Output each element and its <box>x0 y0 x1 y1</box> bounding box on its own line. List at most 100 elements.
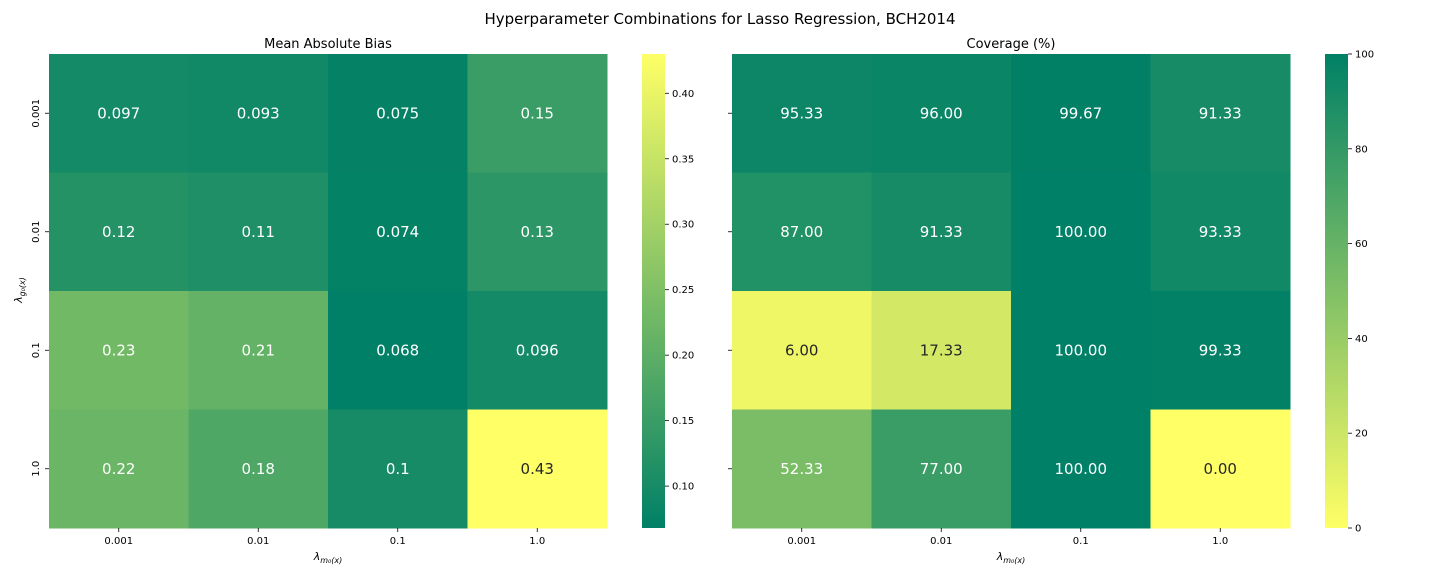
colorbar-tick-label: 80 <box>1355 144 1368 155</box>
heatmap-cell <box>188 172 329 292</box>
bias-panel-title: Mean Absolute Bias <box>264 37 392 52</box>
heatmap-cell <box>49 172 189 292</box>
heatmap-cell <box>1011 172 1151 292</box>
x-tick-label: 1.0 <box>529 536 545 547</box>
heatmap-cell <box>1150 172 1291 292</box>
cell-value-label: 0.075 <box>376 104 419 122</box>
heatmap-cell <box>871 409 1012 529</box>
bias-y-axis-label: λg₀(x) <box>12 277 27 304</box>
heatmap-cell <box>1150 409 1291 529</box>
heatmap-cell <box>467 172 608 292</box>
heatmap-cell <box>49 291 189 410</box>
cell-value-label: 52.33 <box>780 460 823 478</box>
heatmap-cell <box>732 54 872 173</box>
colorbar-tick-label: 20 <box>1355 429 1368 440</box>
x-tick-label: 0.001 <box>787 536 816 547</box>
colorbar-tick-label: 40 <box>1355 334 1368 345</box>
cell-value-label: 0.43 <box>521 460 554 478</box>
cell-value-label: 0.18 <box>242 460 275 478</box>
heatmap-cell <box>467 54 608 173</box>
heatmap-cell <box>871 291 1012 410</box>
colorbar-tick-label: 100 <box>1355 50 1374 61</box>
heatmap-cell <box>188 54 329 173</box>
heatmap-cell <box>1011 54 1151 173</box>
cell-value-label: 0.097 <box>97 104 140 122</box>
y-tick-label: 1.0 <box>31 461 42 477</box>
cell-value-label: 0.068 <box>376 341 419 359</box>
colorbar-gradient <box>1325 54 1348 528</box>
heatmap-cell <box>188 291 329 410</box>
colorbar-tick-label: 0.25 <box>672 285 694 296</box>
heatmap-cell <box>328 54 468 173</box>
heatmap-cell <box>467 291 608 410</box>
cell-value-label: 87.00 <box>780 223 823 241</box>
cell-value-label: 0.22 <box>102 460 135 478</box>
heatmap-cell <box>188 409 329 529</box>
cell-value-label: 96.00 <box>920 104 963 122</box>
heatmap-cell <box>1150 54 1291 173</box>
cell-value-label: 0.13 <box>521 223 554 241</box>
cell-value-label: 0.074 <box>376 223 419 241</box>
colorbar-tick-label: 0 <box>1355 524 1361 535</box>
cell-value-label: 91.33 <box>920 223 963 241</box>
cell-value-label: 99.33 <box>1199 341 1242 359</box>
cell-value-label: 99.67 <box>1059 104 1102 122</box>
x-tick-label: 0.1 <box>390 536 406 547</box>
colorbar-tick-label: 0.30 <box>672 220 694 231</box>
bias-colorbar: 0.10 0.15 0.20 0.25 0.30 0.35 0.40 <box>642 54 694 528</box>
heatmap-cell <box>871 172 1012 292</box>
cell-value-label: 0.00 <box>1204 460 1237 478</box>
cell-value-label: 100.00 <box>1055 341 1108 359</box>
heatmap-cell <box>1011 409 1151 529</box>
colorbar-tick-label: 60 <box>1355 239 1368 250</box>
heatmap-cell <box>732 172 872 292</box>
colorbar-gradient <box>642 54 665 528</box>
cell-value-label: 0.21 <box>242 341 275 359</box>
x-tick-label: 1.0 <box>1212 536 1228 547</box>
heatmap-cell <box>871 54 1012 173</box>
cell-value-label: 0.23 <box>102 341 135 359</box>
cell-value-label: 0.093 <box>237 104 280 122</box>
x-tick-label: 0.01 <box>247 536 269 547</box>
cell-value-label: 0.096 <box>516 341 559 359</box>
heatmap-cell <box>328 409 468 529</box>
heatmap-cell <box>1150 291 1291 410</box>
heatmap-cell <box>732 409 872 529</box>
bias-heatmap: 0.097 0.093 0.075 0.15 0.12 0.11 0.074 0.13 0.23… <box>31 54 608 547</box>
heatmap-cell <box>328 291 468 410</box>
heatmap-cell <box>49 54 189 173</box>
bias-x-axis-label: λm₀(x) <box>313 550 343 565</box>
coverage-x-axis-label: λm₀(x) <box>996 550 1026 565</box>
figure-suptitle: Hyperparameter Combinations for Lasso Re… <box>484 10 955 28</box>
cell-value-label: 93.33 <box>1199 223 1242 241</box>
colorbar-tick-label: 0.40 <box>672 89 694 100</box>
x-tick-label: 0.001 <box>104 536 133 547</box>
heatmap-cell <box>328 172 468 292</box>
cell-value-label: 100.00 <box>1055 460 1108 478</box>
cell-value-label: 0.12 <box>102 223 135 241</box>
heatmap-cell <box>732 291 872 410</box>
cell-value-label: 17.33 <box>920 341 963 359</box>
cell-value-label: 95.33 <box>780 104 823 122</box>
cell-value-label: 91.33 <box>1199 104 1242 122</box>
heatmap-cell <box>1011 291 1151 410</box>
cell-value-label: 0.15 <box>521 104 554 122</box>
x-tick-label: 0.01 <box>930 536 952 547</box>
cell-value-label: 100.00 <box>1055 223 1108 241</box>
coverage-heatmap: 95.33 96.00 99.67 91.33 87.00 91.33 100.00 93.3… <box>728 54 1291 547</box>
heatmap-cell <box>49 409 189 529</box>
colorbar-tick-label: 0.35 <box>672 154 694 165</box>
heatmap-cell <box>467 409 608 529</box>
coverage-colorbar: 0 20 40 60 80 100 <box>1325 50 1374 535</box>
cell-value-label: 0.11 <box>242 223 275 241</box>
cell-value-label: 0.1 <box>386 460 410 478</box>
y-tick-label: 0.001 <box>31 99 42 128</box>
colorbar-tick-label: 0.20 <box>672 351 694 362</box>
cell-value-label: 77.00 <box>920 460 963 478</box>
y-tick-label: 0.01 <box>31 221 42 243</box>
coverage-panel-title: Coverage (%) <box>967 37 1056 52</box>
colorbar-tick-label: 0.15 <box>672 416 694 427</box>
cell-value-label: 6.00 <box>785 341 818 359</box>
x-tick-label: 0.1 <box>1073 536 1089 547</box>
